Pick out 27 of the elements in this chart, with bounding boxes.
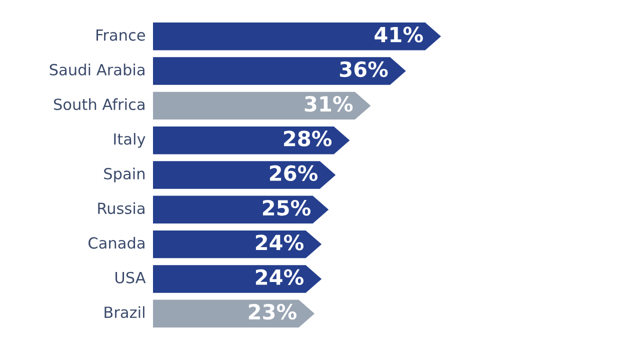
bar bbox=[153, 22, 441, 50]
data-label: 24% bbox=[256, 269, 304, 286]
y-tick-label: Canada bbox=[88, 236, 144, 249]
data-label: 24% bbox=[256, 234, 304, 250]
bar bbox=[153, 57, 406, 85]
data-label: 23% bbox=[248, 304, 296, 320]
y-tick-label: Spain bbox=[104, 168, 144, 182]
data-label: 41% bbox=[374, 26, 423, 42]
y-tick-label: Russia bbox=[98, 202, 144, 214]
bar bbox=[153, 92, 371, 120]
bar bbox=[153, 196, 329, 224]
bar bbox=[153, 161, 336, 189]
y-tick-label: South Africa bbox=[54, 98, 144, 110]
y-tick-label: Italy bbox=[114, 132, 146, 148]
y-tick-label: USA bbox=[116, 272, 146, 284]
y-tick-label: Saudi Arabia bbox=[50, 64, 144, 76]
data-label: 36% bbox=[340, 61, 388, 78]
bar bbox=[153, 300, 315, 328]
data-label: 28% bbox=[284, 130, 332, 146]
data-label: 26% bbox=[270, 165, 318, 182]
bar bbox=[153, 265, 322, 293]
data-label: 25% bbox=[262, 200, 311, 216]
data-label: 31% bbox=[304, 96, 353, 112]
bar bbox=[153, 230, 322, 258]
y-tick-label: France bbox=[96, 29, 145, 41]
y-tick-label: Brazil bbox=[104, 306, 144, 318]
bar bbox=[153, 126, 350, 154]
